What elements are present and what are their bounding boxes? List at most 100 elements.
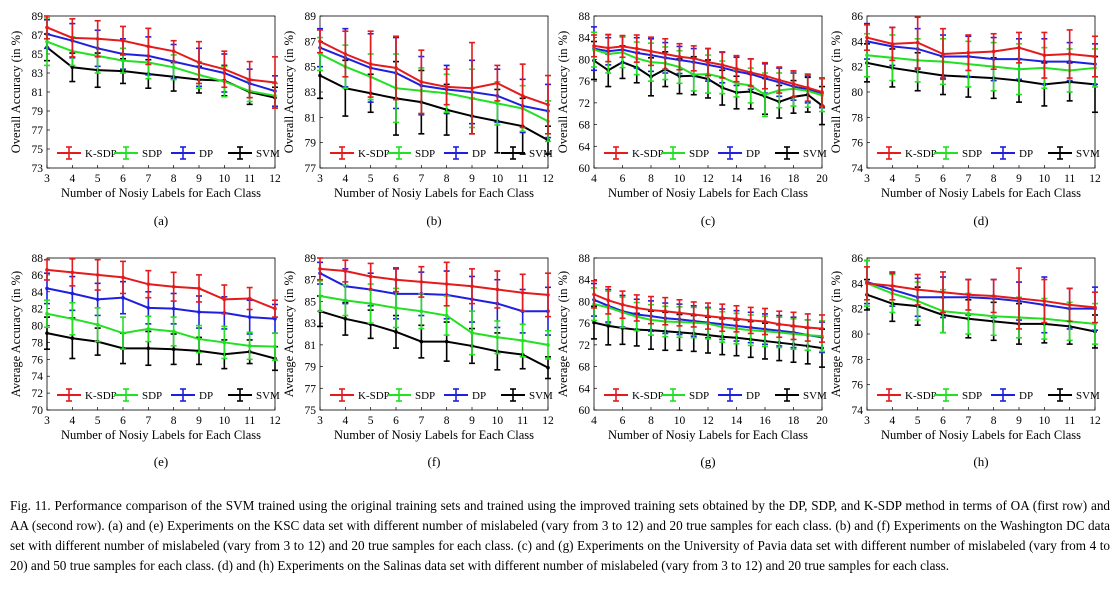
legend-label: DP	[746, 390, 760, 402]
y-tick-label: 84	[579, 33, 591, 45]
data-point	[318, 73, 322, 78]
series-line	[866, 54, 1096, 72]
y-tick-label: 87	[32, 30, 44, 42]
data-point	[394, 277, 398, 282]
y-tick-label: 79	[305, 138, 317, 150]
y-tick-label: 64	[579, 141, 591, 153]
series-sdp	[44, 299, 278, 361]
x-tick-label: 8	[171, 415, 177, 427]
data-point	[444, 282, 449, 286]
x-tick-label: 11	[244, 173, 255, 185]
data-point	[620, 302, 625, 307]
data-point	[734, 317, 739, 321]
series-line	[866, 282, 1096, 325]
data-point	[273, 306, 277, 311]
x-tick-label: 5	[915, 173, 921, 185]
x-tick-label: 3	[317, 173, 323, 185]
x-tick-label: 12	[269, 415, 281, 427]
y-tick-label: 79	[32, 106, 44, 118]
y-tick-label: 80	[32, 321, 44, 333]
series-k-sdp	[317, 29, 551, 135]
x-tick-label: 3	[317, 415, 323, 427]
data-point	[273, 80, 277, 85]
x-tick-label: 10	[1039, 173, 1051, 185]
x-tick-label: 9	[469, 173, 475, 185]
series-dp	[44, 18, 278, 108]
data-point	[146, 44, 151, 49]
data-point	[222, 67, 227, 71]
y-tick-label: 77	[32, 125, 44, 137]
y-tick-label: 74	[852, 163, 864, 175]
caption-text: Performance comparison of the SVM traine…	[10, 498, 1111, 573]
data-point	[691, 72, 696, 77]
x-tick-label: 6	[393, 173, 399, 185]
x-tick-label: 5	[95, 173, 101, 185]
data-point	[890, 42, 895, 46]
y-tick-label: 83	[32, 68, 44, 80]
plot-frame	[46, 257, 276, 411]
data-point	[520, 94, 525, 98]
data-point	[748, 70, 753, 75]
data-point	[592, 292, 596, 297]
data-point	[720, 315, 725, 320]
data-point	[368, 274, 373, 279]
legend-label: DP	[472, 390, 486, 402]
legend-label: SDP	[689, 148, 709, 160]
x-tick-label: 14	[731, 415, 743, 427]
y-tick-label: 89	[32, 11, 44, 23]
x-tick-label: 12	[702, 173, 714, 185]
data-point	[121, 275, 125, 280]
y-tick-label: 82	[32, 304, 44, 316]
legend-label: SVM	[529, 148, 553, 160]
y-tick-label: 81	[305, 340, 317, 352]
series-svm	[44, 33, 278, 109]
series-line	[46, 40, 276, 97]
data-point	[734, 66, 739, 71]
series-line	[46, 46, 276, 99]
x-tick-label: 16	[759, 415, 771, 427]
y-tick-label: 74	[852, 405, 864, 417]
data-point	[45, 286, 49, 291]
data-point	[419, 309, 424, 314]
data-point	[763, 73, 767, 78]
panel-label: (b)	[426, 213, 441, 228]
data-point	[663, 309, 668, 314]
data-point	[691, 312, 696, 317]
data-point	[45, 268, 49, 272]
panel-label: (g)	[700, 454, 715, 469]
series-k-sdp	[591, 33, 825, 107]
x-tick-label: 5	[915, 415, 921, 427]
series-line	[319, 53, 549, 123]
y-axis-label: Overall Accuracy (in %)	[9, 31, 23, 154]
x-tick-label: 11	[1064, 173, 1075, 185]
data-point	[546, 293, 550, 297]
legend-label: K-SDP	[85, 148, 117, 160]
y-tick-label: 87	[305, 36, 317, 48]
data-point	[171, 347, 176, 352]
data-point	[820, 326, 824, 331]
data-point	[791, 324, 796, 328]
x-tick-label: 4	[889, 415, 895, 427]
data-point	[634, 306, 639, 310]
series-line	[866, 61, 1096, 86]
x-tick-label: 12	[702, 415, 714, 427]
series-line	[46, 287, 276, 320]
legend-label: K-SDP	[85, 390, 117, 402]
y-tick-label: 76	[579, 318, 591, 330]
data-point	[941, 290, 945, 295]
data-point	[368, 301, 373, 306]
x-tick-label: 11	[1064, 415, 1075, 427]
x-axis-label: Number of Nosiy Labels for Each Class	[61, 186, 261, 200]
y-tick-label: 76	[852, 138, 864, 150]
legend: K-SDP SDP DP SVM	[604, 388, 827, 402]
x-tick-label: 7	[145, 415, 151, 427]
data-point	[1017, 45, 1021, 50]
legend-label: K-SDP	[905, 390, 937, 402]
data-point	[520, 338, 525, 343]
x-tick-label: 8	[648, 173, 654, 185]
data-point	[606, 324, 611, 328]
y-tick-label: 80	[852, 87, 864, 99]
legend: K-SDP SDP DP SVM	[330, 146, 553, 160]
